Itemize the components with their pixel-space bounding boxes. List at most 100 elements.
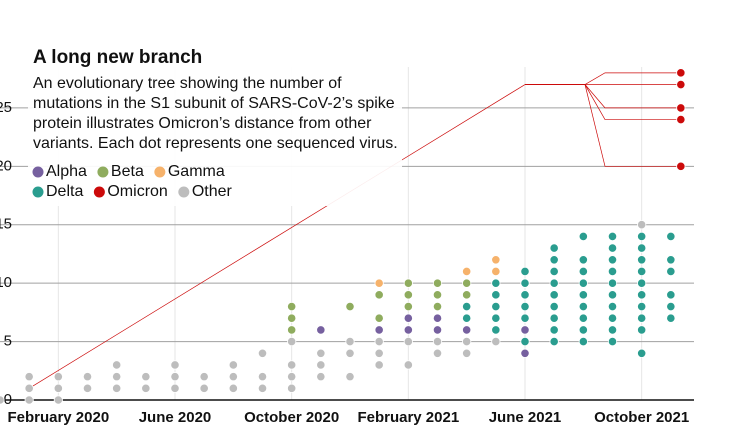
x-tick-label: June 2020 (139, 409, 212, 426)
data-dot (462, 336, 472, 347)
data-dot (549, 266, 559, 277)
plot-area: 0510152025 (0, 67, 694, 408)
data-dot (374, 278, 384, 288)
legend-swatch (154, 166, 166, 178)
data-dot (666, 231, 676, 242)
data-dot (676, 114, 686, 125)
data-dot (676, 68, 686, 78)
data-dot (520, 266, 530, 277)
data-dot (374, 360, 384, 370)
data-dot (432, 290, 443, 300)
data-dot (549, 336, 559, 347)
data-dot (578, 336, 588, 347)
subtitle-line: An evolutionary tree showing the number … (33, 75, 342, 92)
data-dot (432, 301, 443, 312)
legend-label: Delta (46, 183, 83, 200)
data-dot (432, 348, 443, 358)
data-dot (53, 372, 63, 382)
data-dot (257, 383, 268, 393)
data-dot (607, 336, 618, 347)
data-dot (637, 278, 647, 288)
data-dot (462, 266, 472, 277)
text-backdrop (28, 40, 402, 206)
data-dot (549, 255, 559, 265)
data-dot (578, 325, 588, 335)
subtitle-line: mutations in the S1 subunit of SARS-CoV-… (33, 95, 395, 112)
data-dot (607, 243, 618, 253)
data-dot (374, 313, 384, 323)
x-tick-label: October 2021 (594, 409, 689, 426)
data-dot (549, 278, 559, 288)
data-dot (520, 325, 530, 335)
omicron-twig (525, 84, 681, 109)
data-dot (257, 372, 268, 382)
data-dot (607, 290, 618, 300)
data-dot (316, 360, 326, 370)
data-dot (345, 372, 355, 382)
omicron-twig (525, 84, 681, 167)
data-dot (316, 372, 326, 382)
data-dot (549, 243, 559, 253)
data-dot (491, 313, 501, 323)
data-dot (666, 313, 676, 323)
y-tick-label: 25 (0, 99, 12, 116)
data-dot (520, 313, 530, 323)
data-dot (491, 290, 501, 300)
data-dot (462, 313, 472, 323)
legend-label: Other (192, 183, 233, 200)
data-dot (287, 360, 297, 370)
data-dot (637, 266, 647, 277)
data-dot (607, 313, 618, 323)
data-dot (112, 360, 122, 370)
data-dot (199, 383, 209, 393)
data-dot (0, 395, 5, 405)
legend-swatch (97, 166, 109, 178)
legend-swatch (93, 186, 105, 198)
data-dot (82, 383, 93, 393)
data-dot (257, 348, 268, 358)
omicron-branch (28, 84, 526, 389)
data-dot (578, 231, 588, 242)
subtitle: An evolutionary tree showing the number … (33, 75, 398, 152)
data-dot (228, 383, 238, 393)
data-dot (666, 266, 676, 277)
data-dot (141, 383, 151, 393)
data-dot (666, 301, 676, 312)
data-dot (374, 348, 384, 358)
data-dot (637, 348, 647, 358)
data-dot (345, 348, 355, 358)
data-dot (24, 383, 34, 393)
data-dot (637, 220, 647, 230)
y-tick-label: 20 (0, 157, 12, 174)
data-dot (491, 336, 501, 347)
data-dot (403, 301, 413, 312)
data-dot (403, 336, 413, 347)
data-dot (676, 161, 686, 171)
data-dot (462, 348, 472, 358)
legend-swatch (32, 186, 44, 198)
subtitle-line: variants. Each dot represents one sequen… (33, 135, 398, 152)
data-dot (607, 301, 618, 312)
data-dot (549, 313, 559, 323)
data-dot (676, 79, 686, 90)
data-dot (549, 301, 559, 312)
data-dot (287, 336, 297, 347)
data-dot (287, 383, 297, 393)
data-dot (578, 255, 588, 265)
data-dot (637, 325, 647, 335)
legend-swatch (178, 186, 190, 198)
data-dot (520, 278, 530, 288)
data-dot (676, 103, 686, 113)
data-dot (403, 278, 413, 288)
data-dot (112, 383, 122, 393)
data-dot (199, 372, 209, 382)
data-dot (491, 301, 501, 312)
data-dot (491, 266, 501, 277)
data-dot (287, 313, 297, 323)
x-tick-label: February 2020 (7, 409, 109, 426)
data-dot (549, 325, 559, 335)
legend-swatch (32, 166, 44, 178)
omicron-twig (525, 84, 681, 120)
data-dot (578, 301, 588, 312)
